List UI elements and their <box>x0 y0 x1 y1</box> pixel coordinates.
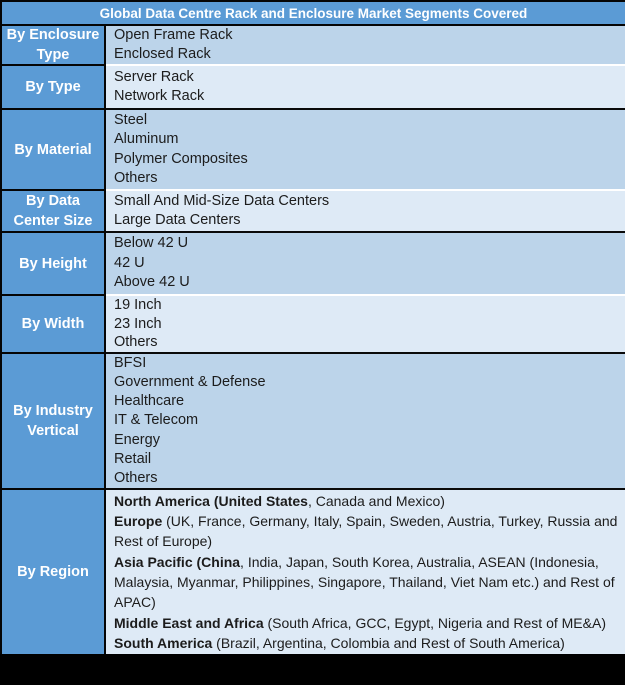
segment-item: Below 42 U <box>114 235 189 252</box>
segment-row-region: By Region North America (United States, … <box>2 490 625 654</box>
segment-values-width: 19 Inch 23 Inch Others <box>106 296 625 354</box>
segment-item: 42 U <box>114 254 145 271</box>
segment-item: Government & Defense <box>114 374 266 391</box>
region-detail: (UK, France, Germany, Italy, Spain, Swed… <box>162 513 618 530</box>
segment-values-type: Server Rack Network Rack <box>106 66 625 110</box>
segment-label-data-center-size: By Data Center Size <box>2 191 106 233</box>
segment-item: Enclosed Rack <box>114 46 211 62</box>
segment-item: BFSI <box>114 355 147 371</box>
segment-values-height: Below 42 U 42 U Above 42 U <box>106 233 625 296</box>
segment-label-height: By Height <box>2 233 106 296</box>
segment-label-material: By Material <box>2 110 106 191</box>
segment-item: Middle East and Africa (South Africa, GC… <box>114 613 625 633</box>
region-detail: (Brazil, Argentina, Colombia and Rest of… <box>212 634 565 651</box>
segment-item: 23 Inch <box>114 315 162 332</box>
segment-item: Open Frame Rack <box>114 27 233 43</box>
region-detail: (South Africa, GCC, Egypt, Nigeria and R… <box>263 614 606 631</box>
segment-item: Others <box>114 469 158 486</box>
segment-item: Malaysia, Myanmar, Philippines, Singapor… <box>114 572 625 592</box>
region-detail: , India, Japan, South Korea, Australia, … <box>240 553 599 570</box>
segment-values-enclosure-type: Open Frame Rack Enclosed Rack <box>106 26 625 66</box>
segment-label-type: By Type <box>2 66 106 110</box>
segment-item: North America (United States, Canada and… <box>114 491 625 511</box>
segment-item: Large Data Centers <box>114 212 241 228</box>
segment-item: Europe (UK, France, Germany, Italy, Spai… <box>114 511 625 531</box>
segment-item: APAC) <box>114 592 625 612</box>
segment-item: Network Rack <box>114 88 205 104</box>
segment-row-data-center-size: By Data Center Size Small And Mid-Size D… <box>2 191 625 233</box>
segment-values-data-center-size: Small And Mid-Size Data Centers Large Da… <box>106 191 625 233</box>
segment-row-height: By Height Below 42 U 42 U Above 42 U <box>2 233 625 296</box>
segment-item: 19 Inch <box>114 297 162 313</box>
segment-item: Others <box>114 170 158 186</box>
region-detail: , Canada and Mexico) <box>307 492 445 509</box>
region-name: Middle East and Africa <box>114 614 264 631</box>
bottom-black-bar <box>0 654 625 685</box>
segment-item: Energy <box>114 431 160 448</box>
segment-item: Steel <box>114 111 148 128</box>
segment-item: Aluminum <box>114 131 179 147</box>
region-name: Asia Pacific (China <box>114 553 241 570</box>
segment-item: Above 42 U <box>114 274 190 291</box>
segment-label-enclosure-type: By Enclosure Type <box>2 26 106 66</box>
segment-item: IT & Telecom <box>114 412 199 429</box>
segment-item: Others <box>114 334 158 351</box>
segment-item: Rest of Europe) <box>114 531 625 551</box>
market-segments-table: Global Data Centre Rack and Enclosure Ma… <box>0 0 625 654</box>
segment-item: Retail <box>114 450 152 467</box>
region-name: South America <box>114 634 213 651</box>
segment-label-region: By Region <box>2 490 106 654</box>
segment-row-industry-vertical: By Industry Vertical BFSI Government & D… <box>2 354 625 490</box>
region-detail: Malaysia, Myanmar, Philippines, Singapor… <box>114 574 615 590</box>
segment-label-width: By Width <box>2 296 106 354</box>
segment-label-industry-vertical: By Industry Vertical <box>2 354 106 490</box>
segment-values-material: Steel Aluminum Polymer Composites Others <box>106 110 625 191</box>
segment-item: South America (Brazil, Argentina, Colomb… <box>114 633 625 653</box>
segment-values-industry-vertical: BFSI Government & Defense Healthcare IT … <box>106 354 625 490</box>
segment-row-material: By Material Steel Aluminum Polymer Compo… <box>2 110 625 191</box>
segment-item: Small And Mid-Size Data Centers <box>114 192 330 209</box>
segment-row-width: By Width 19 Inch 23 Inch Others <box>2 296 625 354</box>
region-name: North America (United States <box>114 492 308 509</box>
region-detail: Rest of Europe) <box>114 533 213 550</box>
segment-row-enclosure-type: By Enclosure Type Open Frame Rack Enclos… <box>2 26 625 66</box>
segment-values-region: North America (United States, Canada and… <box>106 490 625 654</box>
segment-item: Server Rack <box>114 68 194 85</box>
segment-item: Polymer Composites <box>114 150 248 167</box>
segment-item: Asia Pacific (China, India, Japan, South… <box>114 552 625 572</box>
segment-item: Healthcare <box>114 393 185 410</box>
region-name: Europe <box>114 513 163 530</box>
region-detail: APAC) <box>114 594 156 611</box>
table-title: Global Data Centre Rack and Enclosure Ma… <box>2 2 625 26</box>
segment-row-type: By Type Server Rack Network Rack <box>2 66 625 110</box>
